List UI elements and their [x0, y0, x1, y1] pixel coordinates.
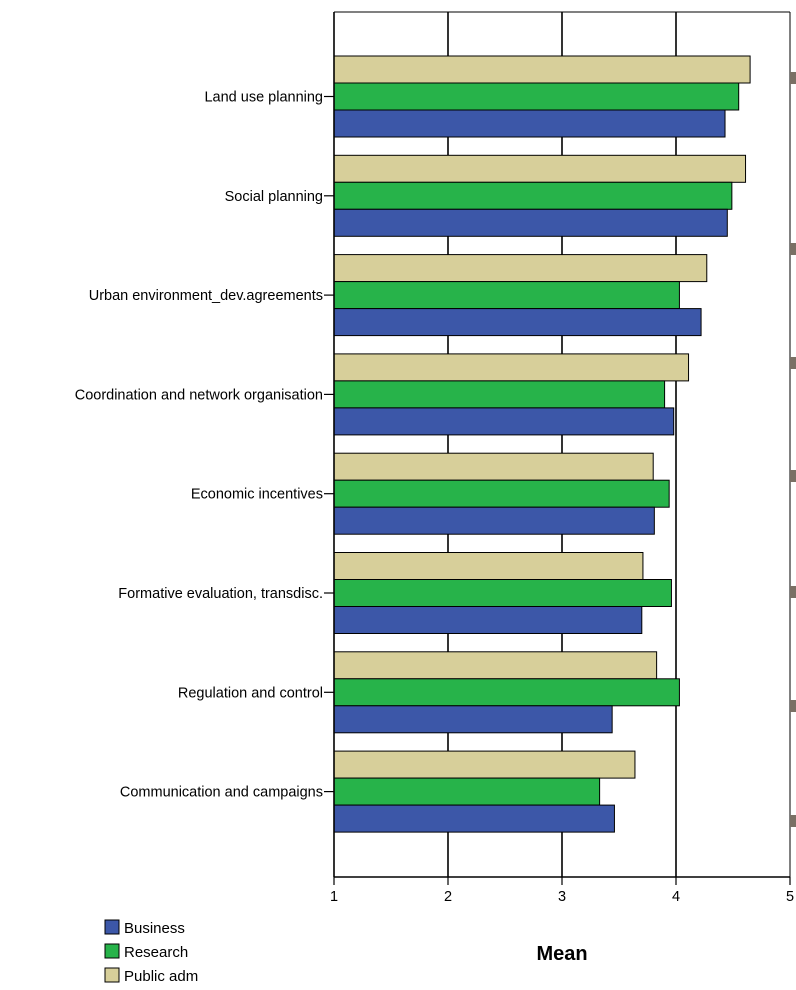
category-label: Economic incentives	[191, 487, 323, 503]
bar-business	[333, 606, 643, 634]
edge-marker	[790, 72, 796, 84]
bars	[333, 55, 751, 833]
category-label: Regulation and control	[178, 685, 323, 701]
legend: Business Research Public adm	[104, 919, 198, 985]
bar-business	[333, 804, 615, 833]
bar-public-adm	[333, 254, 708, 283]
bar-research	[333, 579, 672, 607]
x-tick-label: 1	[330, 889, 338, 905]
legend-label: Public adm	[124, 968, 198, 985]
x-tick-label: 5	[786, 889, 794, 905]
category-label: Communication and campaigns	[120, 785, 323, 801]
bar-research	[333, 777, 601, 806]
bar-business	[333, 308, 702, 337]
category-label: Coordination and network organisation	[75, 387, 323, 403]
legend-swatch-business	[104, 919, 120, 935]
bar-business	[333, 705, 613, 734]
bar-public-adm	[333, 452, 654, 481]
edge-marker	[790, 357, 796, 369]
right-edge-markers	[790, 72, 796, 827]
category-label: Social planning	[225, 189, 323, 205]
bar-research	[333, 82, 740, 111]
bar-business	[333, 109, 726, 138]
legend-swatch-research	[104, 943, 120, 959]
category-label: Urban environment_dev.agreements	[89, 288, 323, 304]
x-tick-label: 3	[558, 889, 566, 905]
x-axis-ticks: 1 2 3 4 5	[330, 877, 794, 905]
bar-research	[333, 479, 670, 508]
edge-marker	[790, 700, 796, 712]
bar-business	[333, 208, 728, 237]
bar-public-adm	[333, 552, 644, 580]
bar-public-adm	[333, 353, 690, 382]
bar-research	[333, 181, 733, 210]
bar-public-adm	[333, 651, 658, 680]
bar-research	[333, 380, 666, 409]
gridlines	[447, 12, 677, 877]
edge-marker	[790, 243, 796, 255]
bar-research	[333, 281, 680, 310]
edge-marker	[790, 815, 796, 827]
bar-public-adm	[333, 55, 751, 84]
legend-swatch-public-adm	[104, 967, 120, 983]
category-labels: Land use planning Social planning Urban en…	[75, 90, 334, 801]
category-label: Land use planning	[204, 90, 323, 106]
bar-business	[333, 407, 675, 436]
bar-public-adm	[333, 750, 636, 779]
category-label: Formative evaluation, transdisc.	[118, 586, 323, 602]
x-tick-label: 2	[444, 889, 452, 905]
x-axis-title: Mean	[536, 943, 587, 965]
legend-label: Research	[124, 944, 188, 961]
legend-label: Business	[124, 920, 185, 937]
bar-business	[333, 506, 655, 535]
bar-research	[333, 678, 680, 707]
x-tick-label: 4	[672, 889, 680, 905]
edge-marker	[790, 470, 796, 482]
bar-public-adm	[333, 154, 747, 183]
edge-marker	[790, 586, 796, 598]
